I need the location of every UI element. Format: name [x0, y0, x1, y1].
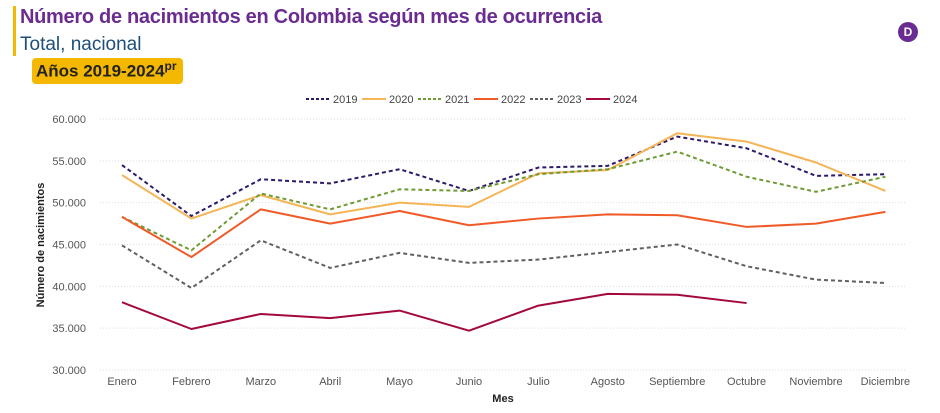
chart-title: Número de nacimientos en Colombia según … [20, 6, 602, 28]
y-tick-label: 40.000 [52, 281, 86, 293]
y-tick-label: 45.000 [52, 240, 86, 252]
x-tick-label: Abril [319, 376, 341, 388]
x-tick-label: Diciembre [861, 376, 911, 388]
x-tick-label: Junio [456, 376, 482, 388]
series-line-2024 [121, 292, 747, 332]
legend-label-2023: 2023 [557, 94, 581, 106]
series-line-2022 [121, 208, 886, 259]
x-tick-label: Febrero [172, 376, 211, 388]
legend-label-2021: 2021 [445, 94, 469, 106]
legend-label-2019: 2019 [333, 94, 357, 106]
x-tick-label: Enero [107, 376, 136, 388]
y-tick-label: 35.000 [52, 323, 86, 335]
years-badge-sup: pr [164, 59, 177, 73]
x-tick-label: Julio [527, 376, 550, 388]
years-badge-text: Años 2019-2024 [36, 61, 165, 81]
legend-label-2022: 2022 [501, 94, 525, 106]
legend-label-2024: 2024 [613, 94, 637, 106]
y-tick-label: 30.000 [52, 365, 86, 377]
legend-label-2020: 2020 [389, 94, 413, 106]
dane-logo-icon[interactable]: D [898, 22, 918, 42]
x-tick-label: Noviembre [789, 376, 842, 388]
x-axis-title: Mes [492, 393, 513, 405]
chart-subtitle: Total, nacional [20, 34, 142, 55]
series-line-2020 [121, 132, 886, 220]
x-tick-label: Marzo [246, 376, 277, 388]
series-line-2019 [121, 135, 886, 218]
x-tick-label: Septiembre [649, 376, 705, 388]
y-tick-label: 60.000 [52, 114, 86, 126]
y-tick-label: 50.000 [52, 198, 86, 210]
y-tick-label: 55.000 [52, 156, 86, 168]
y-axis-title: Número de nacimientos [35, 183, 47, 308]
years-badge: Años 2019-2024pr [32, 58, 183, 84]
title-accent-bar [13, 6, 16, 56]
series-line-2023 [121, 239, 886, 290]
series-line-2021 [121, 150, 886, 252]
x-tick-label: Mayo [386, 376, 413, 388]
x-tick-label: Octubre [727, 376, 766, 388]
x-tick-label: Agosto [591, 376, 625, 388]
